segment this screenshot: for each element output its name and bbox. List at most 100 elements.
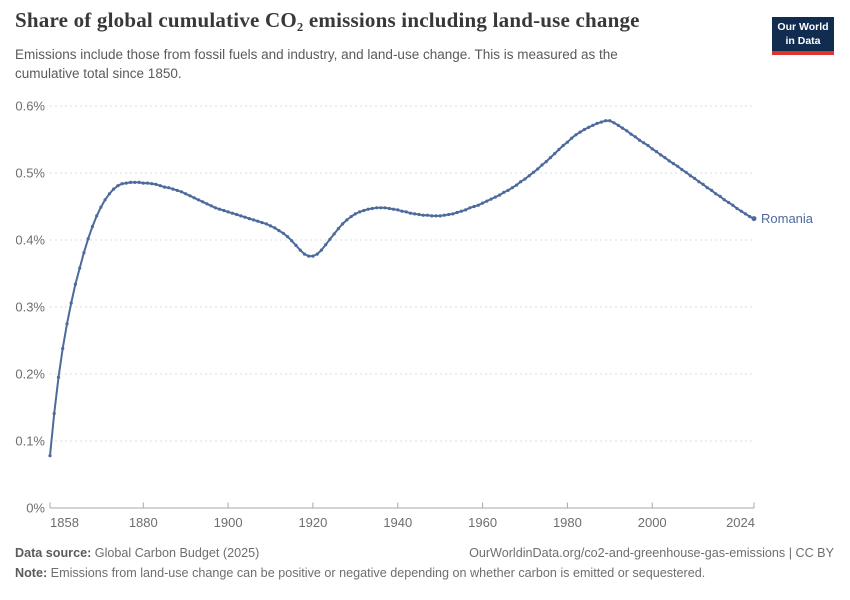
data-point <box>264 222 268 226</box>
data-point <box>222 208 226 213</box>
data-point <box>459 209 463 213</box>
data-point <box>218 207 222 211</box>
y-tick-label: 0.5% <box>15 166 45 181</box>
data-point <box>502 190 506 194</box>
data-point <box>179 190 184 194</box>
data-point <box>213 206 217 210</box>
data-point <box>701 182 705 186</box>
note-text: Emissions from land-use change can be po… <box>47 566 706 581</box>
data-point <box>294 243 298 247</box>
data-point <box>650 147 654 151</box>
y-tick-label: 0.3% <box>15 300 45 315</box>
data-point <box>604 119 608 123</box>
data-point <box>141 181 145 185</box>
data-point <box>591 123 595 127</box>
x-tick-label: 1960 <box>468 515 497 530</box>
data-point <box>99 205 103 209</box>
x-tick-label: 1858 <box>50 515 79 530</box>
line-chart: 0% 0.1% 0.2% 0.3% 0.4% 0.5% 0.6% 1858 1880 1900 19… <box>15 99 814 531</box>
data-point <box>438 214 442 218</box>
owid-logo: Our World in Data <box>772 17 834 56</box>
data-point <box>133 180 137 184</box>
y-tick-label: 0.1% <box>15 434 45 449</box>
data-point <box>171 187 175 191</box>
data-point <box>659 153 663 157</box>
data-point <box>447 212 451 217</box>
data-point <box>396 208 400 212</box>
data-point <box>710 188 714 192</box>
data-point <box>404 210 408 214</box>
end-point <box>751 216 757 222</box>
data-point <box>201 200 205 204</box>
data-point <box>680 168 684 172</box>
data-point <box>52 411 56 416</box>
data-point <box>188 194 192 198</box>
data-point <box>387 206 391 211</box>
data-point <box>366 207 370 211</box>
data-point <box>328 237 332 241</box>
data-point <box>489 197 493 201</box>
footer-row-source: Data source: Global Carbon Budget (2025)… <box>15 543 834 563</box>
data-point <box>523 177 527 181</box>
data-point <box>154 182 158 186</box>
data-point <box>95 214 99 218</box>
data-point <box>137 180 141 184</box>
data-point <box>519 180 523 184</box>
data-point <box>497 193 502 197</box>
data-point <box>400 209 404 213</box>
data-point <box>421 213 425 217</box>
data-point <box>391 207 396 211</box>
data-point <box>570 136 574 140</box>
data-point <box>196 198 200 202</box>
x-tick-label: 1880 <box>129 515 158 530</box>
data-point <box>485 199 489 203</box>
y-tick-label: 0.6% <box>15 99 45 114</box>
data-point <box>120 182 124 186</box>
data-point <box>290 239 294 243</box>
data-point <box>510 186 514 190</box>
data-point <box>565 140 570 144</box>
data-point <box>370 206 374 211</box>
data-point <box>612 121 616 125</box>
data-point <box>417 212 421 217</box>
data-point <box>663 156 667 160</box>
data-point <box>341 222 345 226</box>
data-point <box>637 138 642 142</box>
data-point <box>616 123 620 127</box>
data-point <box>582 127 587 132</box>
data-point <box>493 195 497 199</box>
data-point <box>82 251 86 255</box>
data-source-label: Data source: <box>15 546 92 560</box>
data-point <box>472 204 476 209</box>
data-point <box>332 232 336 236</box>
data-point <box>731 203 735 207</box>
owid-logo-line2: in Data <box>785 34 821 47</box>
data-point <box>129 180 133 184</box>
data-point <box>629 132 633 136</box>
data-point <box>192 196 196 200</box>
y-tick-label: 0.4% <box>15 233 45 248</box>
data-point <box>205 202 209 206</box>
data-point <box>481 201 485 205</box>
data-point <box>209 204 213 208</box>
data-point <box>620 126 625 130</box>
chart-title: Share of global cumulative CO₂ emissions… <box>15 8 640 32</box>
data-point <box>107 192 111 196</box>
data-point <box>561 143 565 148</box>
data-point <box>718 194 722 198</box>
entity-label: Romania <box>761 211 814 226</box>
data-point <box>442 213 446 217</box>
data-point <box>256 219 260 223</box>
data-point <box>468 206 472 210</box>
data-point <box>175 188 179 192</box>
data-point <box>693 176 697 180</box>
data-point <box>748 215 752 219</box>
data-point <box>506 188 510 192</box>
data-point <box>587 125 591 129</box>
license-link-text: OurWorldinData.org/co2-and-greenhouse-ga… <box>469 546 834 560</box>
data-point <box>353 212 357 216</box>
data-point <box>362 208 366 213</box>
x-tick-label: 1920 <box>298 515 327 530</box>
data-source: Data source: Global Carbon Budget (2025) <box>15 543 259 563</box>
